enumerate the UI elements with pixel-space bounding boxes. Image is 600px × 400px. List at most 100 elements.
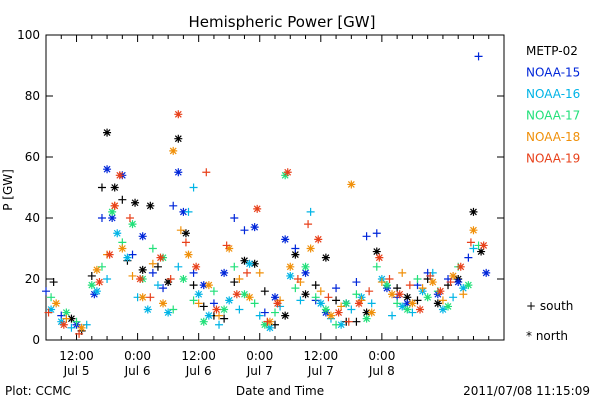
south-point bbox=[189, 281, 198, 290]
north-point bbox=[301, 290, 310, 299]
north-point bbox=[395, 290, 404, 299]
north-point bbox=[103, 128, 112, 137]
south-point bbox=[125, 214, 134, 222]
x-tick-date-label: Jul 7 bbox=[307, 364, 334, 378]
south-point bbox=[235, 275, 244, 283]
north-point bbox=[47, 305, 56, 314]
south-point bbox=[194, 299, 203, 308]
north-point bbox=[388, 290, 397, 299]
south-point bbox=[97, 214, 106, 222]
south-point bbox=[362, 232, 371, 241]
south-point bbox=[291, 284, 300, 293]
north-point bbox=[108, 207, 117, 216]
south-point bbox=[189, 296, 198, 305]
north-point bbox=[245, 259, 254, 268]
north-point bbox=[204, 281, 213, 290]
north-point bbox=[143, 305, 152, 314]
south-point bbox=[189, 183, 198, 192]
y-tick-label: 100 bbox=[17, 28, 40, 42]
north-point bbox=[250, 223, 259, 232]
south-point bbox=[306, 207, 315, 216]
south-point bbox=[174, 262, 183, 271]
plot-credit: Plot: CCMC bbox=[5, 384, 71, 398]
south-point bbox=[128, 271, 137, 280]
x-tick-date-label: Jul 6 bbox=[124, 364, 151, 378]
south-point bbox=[377, 278, 386, 287]
north-point bbox=[362, 308, 371, 317]
north-point bbox=[438, 305, 447, 314]
north-point bbox=[115, 171, 124, 180]
south-point bbox=[169, 201, 178, 210]
south-point bbox=[293, 275, 302, 283]
north-point bbox=[273, 299, 282, 308]
north-point bbox=[283, 168, 292, 177]
north-point bbox=[286, 262, 295, 271]
south-point bbox=[181, 238, 190, 247]
north-point bbox=[403, 305, 412, 314]
south-point bbox=[449, 293, 458, 302]
north-point bbox=[291, 250, 300, 259]
x-tick-time-label: 0:00 bbox=[246, 349, 273, 363]
north-point bbox=[260, 320, 269, 329]
marker-legend-north: * north bbox=[526, 329, 568, 343]
marker-legend-south: + south bbox=[526, 299, 573, 313]
north-point bbox=[253, 204, 262, 213]
north-point bbox=[118, 244, 127, 253]
series-legend: METP-02 NOAA-15 NOAA-16 NOAA-17 NOAA-18 NOAA-… bbox=[526, 44, 580, 166]
south-point bbox=[222, 241, 231, 250]
south-point bbox=[49, 278, 58, 287]
south-point bbox=[153, 262, 162, 271]
north-point bbox=[169, 146, 178, 155]
north-point bbox=[204, 311, 213, 320]
south-point bbox=[405, 281, 414, 290]
north-point bbox=[347, 180, 356, 189]
north-point bbox=[136, 275, 145, 283]
north-point bbox=[110, 183, 119, 192]
south-point bbox=[148, 244, 157, 253]
north-point bbox=[123, 253, 132, 262]
south-point bbox=[230, 214, 239, 222]
north-point bbox=[469, 226, 478, 235]
x-tick-date-label: Jul 7 bbox=[246, 364, 273, 378]
y-tick-label: 20 bbox=[25, 272, 40, 286]
marker-legend: + south * north bbox=[526, 299, 573, 343]
north-point bbox=[372, 247, 381, 256]
south-point bbox=[296, 296, 305, 305]
south-point bbox=[230, 262, 239, 271]
south-point bbox=[153, 281, 162, 290]
north-point bbox=[482, 268, 491, 277]
south-point bbox=[62, 314, 71, 323]
north-point bbox=[362, 314, 371, 323]
north-point bbox=[212, 305, 221, 314]
north-point bbox=[92, 265, 101, 274]
north-point bbox=[138, 265, 147, 274]
legend-entry-noaa-18: NOAA-18 bbox=[526, 130, 580, 144]
north-point bbox=[321, 305, 330, 314]
north-point bbox=[314, 235, 323, 244]
north-point bbox=[286, 271, 295, 280]
north-point bbox=[240, 256, 249, 265]
south-point bbox=[220, 314, 229, 323]
north-point bbox=[199, 317, 208, 326]
south-point bbox=[202, 168, 211, 177]
north-point bbox=[334, 308, 343, 317]
north-point bbox=[433, 299, 442, 308]
x-tick-time-label: 12:00 bbox=[59, 349, 94, 363]
south-point bbox=[159, 284, 168, 293]
south-point bbox=[393, 299, 402, 308]
north-point bbox=[199, 281, 208, 290]
south-point bbox=[47, 293, 56, 302]
north-point bbox=[416, 305, 425, 314]
north-point bbox=[250, 259, 259, 268]
x-tick-date-label: Jul 5 bbox=[63, 364, 90, 378]
north-point bbox=[179, 275, 188, 283]
north-point bbox=[454, 278, 463, 287]
north-point bbox=[326, 311, 335, 320]
north-point bbox=[131, 198, 140, 207]
south-point bbox=[324, 293, 333, 302]
south-point bbox=[255, 268, 264, 277]
south-point bbox=[398, 268, 407, 277]
south-point bbox=[240, 226, 249, 235]
north-point bbox=[181, 229, 190, 238]
